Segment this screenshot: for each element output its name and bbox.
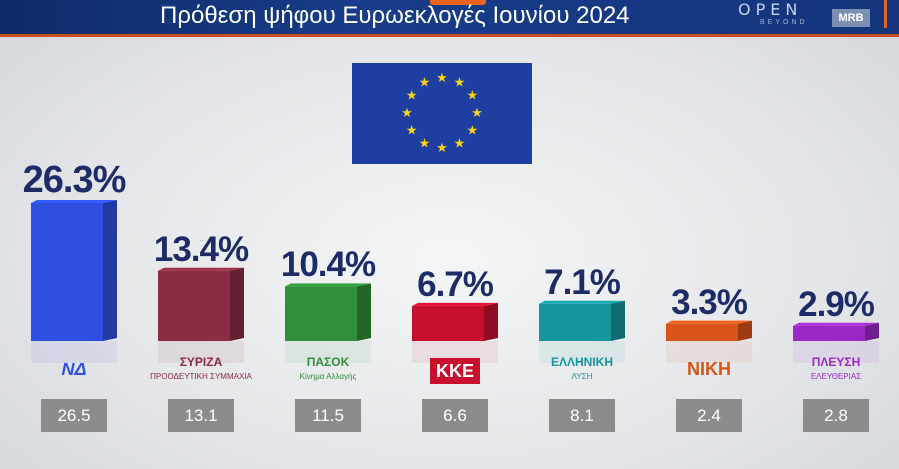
party-logo-subtext: ΠΡΟΟΔΕΥΤΙΚΗ ΣΥΜΜΑΧΙΑ <box>150 372 252 381</box>
bar-top <box>285 283 371 287</box>
eu-star-icon: ★ <box>406 123 418 138</box>
previous-value-box: 11.5 <box>295 399 361 432</box>
bar-reflection <box>793 341 879 363</box>
bar-top <box>666 320 752 324</box>
bar-2 <box>285 283 371 363</box>
bar-side <box>357 283 371 341</box>
party-logo-text: ΝΔ <box>61 359 87 379</box>
bar-6 <box>793 322 879 363</box>
value-label: 6.7% <box>417 264 494 304</box>
bar-side <box>484 302 498 341</box>
page-title: Πρόθεση ψήφου Ευρωεκλογές Ιουνίου 2024 <box>160 2 630 29</box>
eu-star-icon: ★ <box>454 135 466 150</box>
bar-top <box>31 200 117 203</box>
bar-front <box>793 325 865 341</box>
elliniki-lysi-logo-icon: ΕΛΛΗΝΙΚΗ ΛΥΣΗ <box>527 352 637 388</box>
bar-front <box>31 203 103 341</box>
party-logo-text: ΝΙΚΗ <box>687 359 731 379</box>
party-logo-text: ΠΛΕΥΣΗ <box>811 355 861 369</box>
party-logo-subtext: ΕΛΕΥΘΕΡΙΑΣ <box>810 372 862 381</box>
eu-star-icon: ★ <box>471 105 483 120</box>
bar-front <box>539 303 611 341</box>
nd-logo-icon: ΝΔ <box>19 352 129 388</box>
party-logo-text: ΕΛΛΗΝΙΚΗ <box>550 355 613 369</box>
bar-0 <box>31 200 117 363</box>
bar-reflection <box>285 341 371 363</box>
header-accent-tab <box>430 0 486 5</box>
bar-5 <box>666 320 752 363</box>
eu-star-icon: ★ <box>436 140 448 155</box>
previous-value-box: 2.8 <box>803 399 869 432</box>
niki-logo-icon: ΝΙΚΗ <box>654 352 764 388</box>
header-accent-bar <box>884 0 887 28</box>
party-logo-text: ΠΑΣΟΚ <box>306 355 350 369</box>
bar-reflection <box>158 341 244 363</box>
bar-front <box>412 305 484 341</box>
bar-reflection <box>666 341 752 363</box>
bar-4 <box>539 300 625 363</box>
bar-reflection <box>412 341 498 363</box>
bar-1 <box>158 267 244 363</box>
previous-value-box: 2.4 <box>676 399 742 432</box>
eu-flag-icon: ★ ★★★★★★★★★★★ <box>352 63 532 164</box>
value-label: 7.1% <box>544 262 621 302</box>
bar-reflection <box>31 341 117 363</box>
bar-side <box>738 320 752 341</box>
party-logo-subtext: Κίνημα Αλλαγής <box>299 372 357 381</box>
bar-top <box>158 267 244 271</box>
open-beyond-logo: BEYOND <box>760 19 808 26</box>
value-label: 26.3% <box>22 159 127 201</box>
eu-star-icon: ★ <box>466 88 478 103</box>
eu-star-icon: ★ <box>454 75 466 90</box>
open-logo: OPEN <box>738 0 803 19</box>
syriza-logo-icon: ΣΥΡΙΖΑ ΠΡΟΟΔΕΥΤΙΚΗ ΣΥΜΜΑΧΙΑ <box>146 352 256 388</box>
kke-logo-icon: ΚΚΕ <box>400 352 510 388</box>
party-logo-text: ΚΚΕ <box>429 358 480 384</box>
pasok-logo-icon: ΠΑΣΟΚ Κίνημα Αλλαγής <box>273 352 383 388</box>
value-label: 13.4% <box>153 229 249 269</box>
previous-value-box: 8.1 <box>549 399 615 432</box>
bar-top <box>793 322 879 326</box>
value-label: 10.4% <box>280 245 376 285</box>
eu-star-icon: ★ <box>466 123 478 138</box>
bar-reflection <box>539 341 625 363</box>
value-label: 3.3% <box>671 282 748 322</box>
previous-value-box: 6.6 <box>422 399 488 432</box>
bar-side <box>611 300 625 341</box>
bar-front <box>158 270 230 341</box>
party-logo-text: ΣΥΡΙΖΑ <box>179 355 223 369</box>
eu-star-icon: ★ <box>406 88 418 103</box>
eu-star-icon: ★ <box>419 75 431 90</box>
previous-value-box: 13.1 <box>168 399 234 432</box>
bar-side <box>103 200 117 341</box>
bar-top <box>539 300 625 304</box>
eu-star-icon: ★ <box>436 70 448 85</box>
bar-side <box>865 322 879 341</box>
bar-front <box>285 286 357 341</box>
header-bar: Πρόθεση ψήφου Ευρωεκλογές Ιουνίου 2024 O… <box>0 0 899 37</box>
party-logo-subtext: ΛΥΣΗ <box>571 372 593 381</box>
bar-side <box>230 267 244 341</box>
bar-top <box>412 302 498 306</box>
previous-value-box: 26.5 <box>41 399 107 432</box>
mrb-logo: MRB <box>832 9 870 27</box>
value-label: 2.9% <box>798 284 875 324</box>
plefsi-logo-icon: ΠΛΕΥΣΗ ΕΛΕΥΘΕΡΙΑΣ <box>781 352 891 388</box>
bar-3 <box>412 302 498 363</box>
bar-front <box>666 323 738 341</box>
eu-star-icon: ★ <box>419 135 431 150</box>
eu-star-icon: ★ <box>401 105 413 120</box>
